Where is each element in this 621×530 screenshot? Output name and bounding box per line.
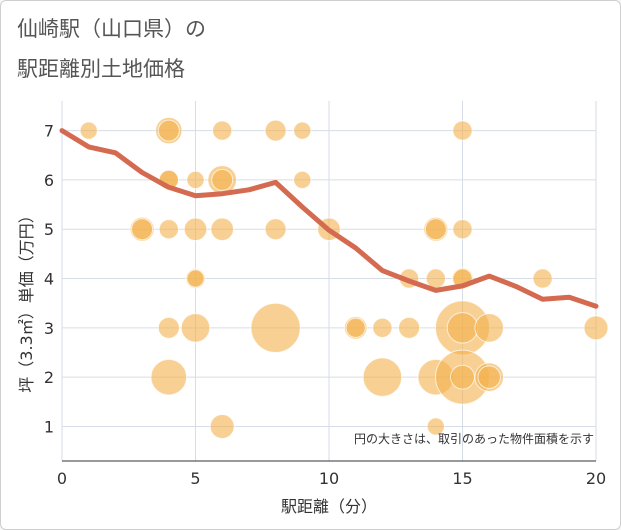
bubble-11 [211,168,234,191]
chart-title-line1: 仙崎駅（山口県）の [17,17,206,41]
bubble-4 [264,119,287,142]
y-tick-label-7: 7 [44,122,54,141]
bubble-42 [362,357,403,397]
bubble-2 [157,119,180,142]
bubble-0 [79,121,98,140]
bubble-36 [398,316,421,339]
bubble-45 [450,364,475,390]
bubbles [79,116,609,439]
y-tick-label-2: 2 [44,368,54,387]
x-tick-labels: 0 5 10 15 20 [57,469,606,488]
x-tick-label-0: 0 [57,469,67,488]
bubble-22 [452,219,473,240]
bubble-18 [264,218,287,241]
y-tick-label-5: 5 [44,220,54,239]
bubble-24 [186,269,205,288]
bubble-47 [477,365,501,389]
bubble-9 [186,170,205,190]
y-tick-label-4: 4 [44,270,54,289]
bubble-21 [424,218,447,241]
y-axis-label: 坪（3.3㎡）単価（万円） [17,207,36,392]
bubble-14 [131,218,154,241]
bubble-49 [426,417,445,436]
y-tick-label-1: 1 [44,417,54,436]
bubble-5 [293,121,312,140]
bubble-31 [180,313,211,343]
chart-title-line2: 駅距離別土地価格 [17,57,185,81]
bubble-3 [212,120,233,141]
bubble-29 [532,268,553,289]
bubble-34 [345,317,366,338]
y-tick-label-3: 3 [44,319,54,338]
bubble-26 [425,268,446,289]
x-axis-label: 駅距離（分） [281,497,377,516]
y-tick-label-6: 6 [44,171,54,190]
bubble-38 [446,312,479,344]
x-tick-label-10: 10 [319,469,339,488]
size-note: 円の大きさは、取引のあった物件面積を示す [354,431,594,446]
bubble-12 [293,170,312,190]
bubble-39 [474,313,504,343]
trend-line-group [59,128,599,309]
bubble-6 [452,120,473,141]
bubble-32 [250,302,301,353]
y-tick-labels: 1 2 3 4 5 6 7 [44,122,54,437]
bubble-40 [583,315,609,341]
bubble-48 [209,414,235,439]
x-tick-label-15: 15 [452,469,472,488]
bubble-30 [157,316,180,339]
bubble-15 [158,219,179,240]
bubble-16 [183,217,208,241]
x-tick-label-5: 5 [190,469,200,488]
bubble-41 [150,358,188,396]
trend-line [59,128,599,309]
x-tick-label-20: 20 [586,469,606,488]
bubble-17 [210,217,234,241]
bubble-35 [372,317,393,338]
